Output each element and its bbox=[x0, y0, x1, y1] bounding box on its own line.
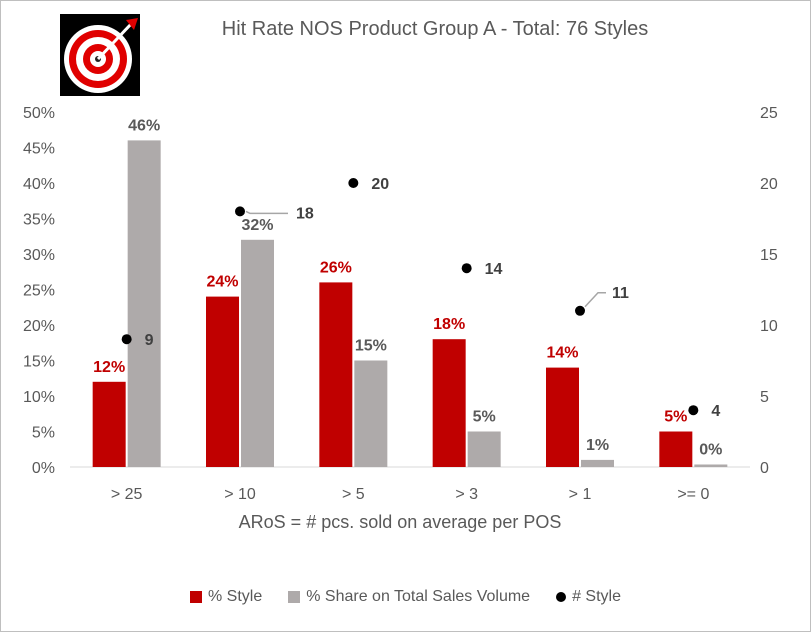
data-label-style-pct: 14% bbox=[546, 345, 578, 362]
bar-style-pct bbox=[92, 381, 126, 467]
x-tick-label: > 1 bbox=[569, 486, 592, 503]
data-label-style-pct: 24% bbox=[206, 274, 238, 291]
y-right-tick-label: 15 bbox=[760, 247, 778, 264]
data-label-style-pct: 26% bbox=[320, 259, 352, 276]
legend-label: % Share on Total Sales Volume bbox=[306, 588, 531, 605]
x-tick-label: > 25 bbox=[111, 486, 143, 503]
legend-swatch-red bbox=[189, 591, 202, 603]
leader-line bbox=[245, 210, 288, 215]
data-label-style-count: 18 bbox=[296, 205, 314, 222]
target-logo-icon bbox=[60, 14, 140, 96]
x-tick-label: > 3 bbox=[455, 486, 478, 503]
legend-swatch-dot bbox=[556, 592, 567, 602]
x-tick-label: > 10 bbox=[224, 486, 256, 503]
data-label-share-volume: 1% bbox=[586, 437, 609, 454]
y-left-tick-label: 10% bbox=[23, 389, 55, 406]
point-style-count bbox=[575, 305, 585, 316]
point-style-count bbox=[461, 263, 472, 274]
point-style-count bbox=[688, 405, 699, 416]
legend-swatch-gray bbox=[288, 591, 301, 603]
x-tick-label: >= 0 bbox=[677, 486, 709, 503]
bar-style-pct bbox=[206, 296, 239, 467]
chart-legend: % Style % Share on Total Sales Volume # … bbox=[0, 588, 811, 606]
bar-share-volume bbox=[354, 360, 388, 467]
y-left-tick-label: 50% bbox=[23, 105, 55, 122]
data-label-style-count: 11 bbox=[612, 285, 629, 302]
y-right-tick-label: 5 bbox=[760, 389, 769, 406]
y-left-tick-label: 40% bbox=[23, 176, 55, 193]
x-axis-label: ARoS = # pcs. sold on average per POS bbox=[238, 512, 562, 532]
data-label-share-volume: 46% bbox=[128, 117, 160, 134]
y-left-tick-label: 30% bbox=[23, 247, 55, 264]
bar-share-volume bbox=[241, 239, 274, 467]
bar-share-volume bbox=[467, 431, 501, 467]
data-label-share-volume: 15% bbox=[355, 338, 387, 355]
bar-style-pct bbox=[319, 282, 353, 467]
data-label-share-volume: 32% bbox=[241, 217, 273, 234]
data-label-style-pct: 12% bbox=[93, 359, 125, 376]
y-left-tick-label: 20% bbox=[23, 318, 55, 335]
bar-style-pct bbox=[546, 367, 579, 467]
bar-share-volume bbox=[127, 140, 161, 467]
legend-label: % Style bbox=[207, 588, 263, 605]
y-left-tick-label: 25% bbox=[23, 283, 55, 300]
data-label-style-count: 4 bbox=[711, 403, 720, 420]
y-left-tick-label: 0% bbox=[32, 460, 55, 477]
point-style-count bbox=[235, 206, 245, 217]
leader-line bbox=[584, 292, 606, 308]
data-label-share-volume: 0% bbox=[699, 442, 722, 459]
bar-share-volume bbox=[694, 464, 728, 467]
x-tick-label: > 5 bbox=[342, 486, 365, 503]
bar-share-volume bbox=[581, 459, 614, 467]
legend-item-share: % Share on Total Sales Volume bbox=[288, 588, 530, 606]
data-label-style-count: 14 bbox=[485, 261, 503, 278]
legend-item-style-count: # Style bbox=[556, 588, 621, 606]
y-right-tick-label: 25 bbox=[760, 105, 778, 122]
y-left-tick-label: 45% bbox=[23, 141, 55, 158]
y-left-tick-label: 35% bbox=[23, 212, 55, 229]
y-right-tick-label: 20 bbox=[760, 176, 778, 193]
data-label-share-volume: 5% bbox=[473, 409, 496, 426]
data-label-style-count: 9 bbox=[145, 332, 154, 349]
legend-item-style-pct: % Style bbox=[189, 588, 263, 606]
chart-title: Hit Rate NOS Product Group A - Total: 76… bbox=[221, 18, 649, 40]
y-left-tick-label: 5% bbox=[32, 425, 55, 442]
point-style-count bbox=[348, 178, 359, 188]
data-label-style-pct: 5% bbox=[664, 409, 687, 426]
data-label-style-pct: 18% bbox=[433, 316, 465, 333]
point-style-count bbox=[121, 334, 132, 345]
y-left-tick-label: 15% bbox=[23, 354, 55, 371]
bar-style-pct bbox=[659, 431, 693, 467]
data-label-style-count: 20 bbox=[371, 176, 389, 193]
legend-label: # Style bbox=[572, 588, 621, 605]
y-right-tick-label: 0 bbox=[760, 460, 769, 477]
y-right-tick-label: 10 bbox=[760, 318, 778, 335]
bar-style-pct bbox=[432, 339, 466, 467]
